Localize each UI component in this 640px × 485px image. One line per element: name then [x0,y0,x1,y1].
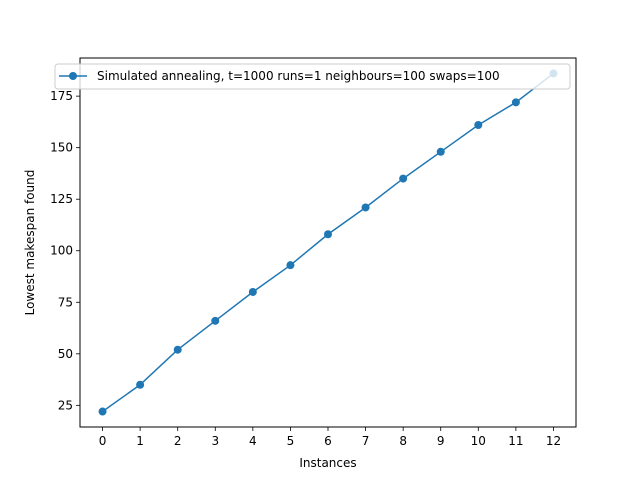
x-tick-label: 3 [211,434,219,448]
y-tick-label: 150 [50,141,73,155]
x-tick-label: 10 [471,434,486,448]
y-axis-label: Lowest makespan found [23,170,37,316]
series-layer [98,69,558,416]
axes-frame [79,57,577,428]
y-tick-label: 175 [50,89,73,103]
x-tick-label: 1 [136,434,144,448]
x-tick-label: 4 [249,434,257,448]
legend-marker-swatch [69,72,77,80]
data-point [324,230,332,239]
data-point [474,120,483,129]
data-point [286,261,295,270]
x-tick-label: 9 [437,434,445,448]
x-tick-label: 7 [362,434,370,448]
data-point [98,407,107,416]
y-tick-label: 50 [58,347,73,361]
data-point [399,174,408,183]
x-tick-label: 6 [324,434,332,448]
data-point [136,380,145,389]
legend: Simulated annealing, t=1000 runs=1 neigh… [54,63,571,90]
y-tick-label: 75 [58,295,73,309]
series-line [102,72,554,413]
data-point [248,287,257,296]
data-point [361,203,370,212]
y-tick-label: 100 [50,244,73,258]
data-point [211,316,220,325]
x-tick-label: 8 [399,434,407,448]
legend-box [54,63,571,90]
data-point [511,98,520,107]
x-tick-label: 2 [174,434,182,448]
x-tick-label: 12 [546,434,561,448]
data-point [436,147,445,156]
data-point [173,345,182,354]
x-tick-label: 5 [287,434,295,448]
x-tick-label: 0 [99,434,107,448]
x-tick-label: 11 [508,434,523,448]
y-tick-label: 125 [50,192,73,206]
x-axis-label: Instances [299,456,356,470]
legend-entry-label: Simulated annealing, t=1000 runs=1 neigh… [97,69,500,83]
y-tick-label: 25 [58,398,73,412]
